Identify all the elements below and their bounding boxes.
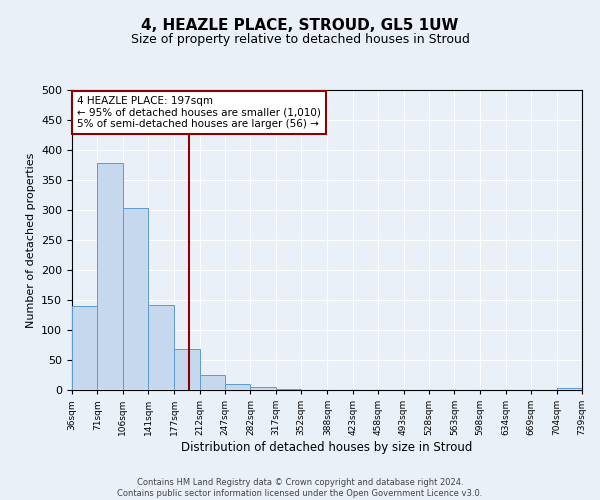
X-axis label: Distribution of detached houses by size in Stroud: Distribution of detached houses by size … xyxy=(181,441,473,454)
Bar xyxy=(225,384,250,390)
Bar xyxy=(200,375,225,390)
Text: 4 HEAZLE PLACE: 197sqm
← 95% of detached houses are smaller (1,010)
5% of semi-d: 4 HEAZLE PLACE: 197sqm ← 95% of detached… xyxy=(77,96,321,129)
Text: Size of property relative to detached houses in Stroud: Size of property relative to detached ho… xyxy=(131,32,469,46)
Text: Contains HM Land Registry data © Crown copyright and database right 2024.
Contai: Contains HM Land Registry data © Crown c… xyxy=(118,478,482,498)
Bar xyxy=(148,305,173,390)
Bar xyxy=(123,208,148,390)
Bar xyxy=(557,388,582,390)
Bar xyxy=(174,348,200,390)
Y-axis label: Number of detached properties: Number of detached properties xyxy=(26,152,35,328)
Bar xyxy=(97,163,123,390)
Bar xyxy=(72,306,97,390)
Text: 4, HEAZLE PLACE, STROUD, GL5 1UW: 4, HEAZLE PLACE, STROUD, GL5 1UW xyxy=(142,18,458,32)
Bar xyxy=(250,387,276,390)
